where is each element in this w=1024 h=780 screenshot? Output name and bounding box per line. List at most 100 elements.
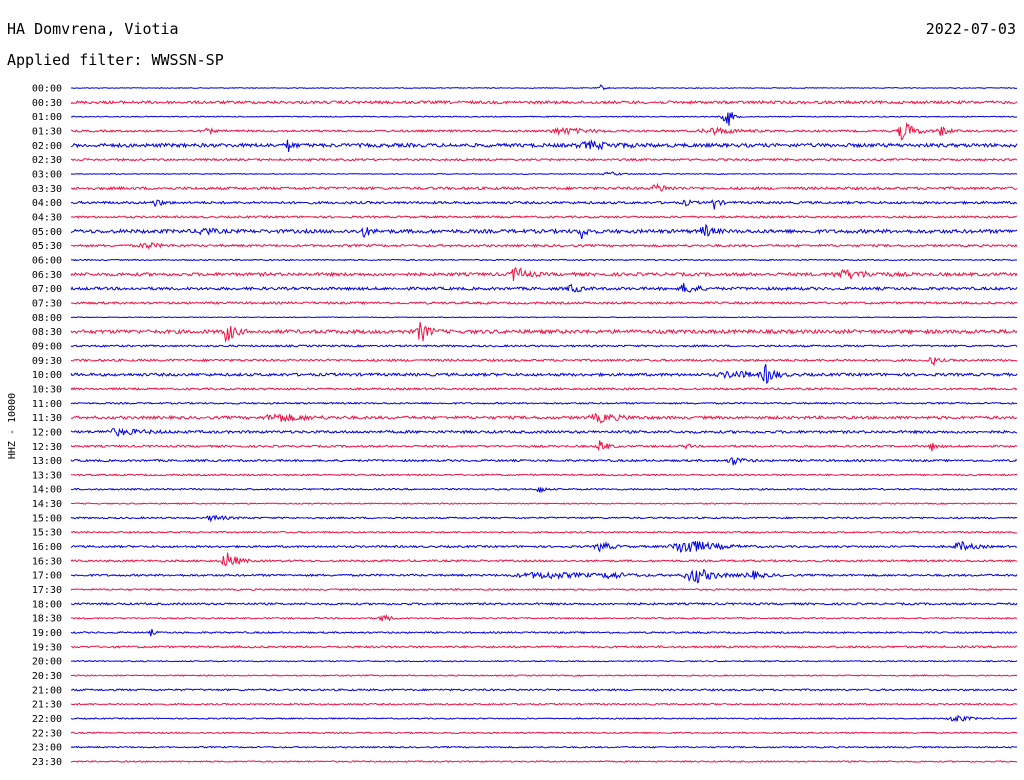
trace-line (70, 258, 1018, 262)
trace-line (70, 266, 1018, 282)
row-time-label: 07:00 (32, 284, 62, 295)
trace-line (70, 401, 1018, 405)
trace-line (70, 613, 1018, 622)
row-time-label: 08:30 (32, 327, 62, 338)
trace-line (70, 473, 1018, 477)
trace-line (70, 457, 1018, 466)
trace-line (70, 745, 1018, 749)
trace-line (70, 321, 1018, 343)
station-title: HA Domvrena, Viotia (7, 20, 179, 38)
trace-line (70, 157, 1018, 162)
row-time-label: 12:00 (32, 427, 62, 438)
trace-line (70, 628, 1018, 637)
row-time-label: 12:30 (32, 442, 62, 453)
trace-line (70, 357, 1018, 367)
trace-line (70, 530, 1018, 534)
trace-line (70, 223, 1018, 240)
row-time-label: 20:30 (32, 671, 62, 682)
row-time-label: 04:30 (32, 212, 62, 223)
row-time-label: 23:30 (32, 757, 62, 768)
row-time-label: 03:00 (32, 169, 62, 180)
trace-line (70, 112, 1018, 126)
trace-line (70, 99, 1018, 105)
trace-line (70, 688, 1018, 692)
trace-line (70, 502, 1018, 505)
trace-line (70, 199, 1018, 210)
trace-line (70, 386, 1018, 391)
trace-line (70, 364, 1018, 385)
trace-line (70, 427, 1018, 437)
trace-line (70, 241, 1018, 250)
row-time-label: 14:30 (32, 499, 62, 510)
row-time-label: 01:30 (32, 126, 62, 137)
row-time-label: 19:30 (32, 642, 62, 653)
row-time-label: 02:30 (32, 155, 62, 166)
row-time-label: 09:00 (32, 341, 62, 352)
row-time-label: 21:00 (32, 685, 62, 696)
trace-line (70, 215, 1018, 219)
trace-line (70, 282, 1018, 293)
trace-line (70, 300, 1018, 306)
row-time-label: 08:00 (32, 313, 62, 324)
row-time-label: 10:30 (32, 384, 62, 395)
trace-line (70, 731, 1018, 735)
row-time-label: 04:00 (32, 198, 62, 209)
row-time-label: 11:30 (32, 413, 62, 424)
row-time-label: 00:30 (32, 98, 62, 109)
trace-line (70, 122, 1018, 141)
date-label: 2022-07-03 (925, 20, 1016, 38)
row-time-label: 06:30 (32, 270, 62, 281)
trace-line (70, 568, 1018, 584)
row-time-label: 16:30 (32, 556, 62, 567)
row-time-label: 05:00 (32, 227, 62, 238)
row-time-label: 15:30 (32, 528, 62, 539)
row-time-label: 06:00 (32, 255, 62, 266)
trace-line (70, 702, 1018, 706)
trace-line (70, 552, 1018, 567)
trace-line (70, 316, 1018, 319)
trace-line (70, 601, 1018, 606)
row-time-label: 22:30 (32, 728, 62, 739)
row-time-label: 14:00 (32, 485, 62, 496)
row-time-label: 11:00 (32, 399, 62, 410)
trace-line (70, 714, 1018, 722)
row-time-label: 18:30 (32, 614, 62, 625)
trace-line (70, 84, 1018, 91)
trace-line (70, 540, 1018, 553)
trace-line (70, 440, 1018, 452)
row-time-label: 13:30 (32, 470, 62, 481)
row-time-label: 17:00 (32, 571, 62, 582)
row-time-label: 21:30 (32, 700, 62, 711)
row-time-label: 16:00 (32, 542, 62, 553)
trace-line (70, 182, 1018, 192)
trace-line (70, 486, 1018, 494)
trace-line (70, 760, 1018, 763)
row-time-label: 20:00 (32, 657, 62, 668)
trace-line (70, 674, 1018, 677)
trace-line (70, 139, 1018, 152)
trace-line (70, 645, 1018, 649)
row-time-label: 03:30 (32, 184, 62, 195)
trace-line (70, 659, 1018, 663)
row-time-label: 05:30 (32, 241, 62, 252)
filter-label: Applied filter: WWSSN-SP (7, 51, 224, 69)
row-time-label: 07:30 (32, 298, 62, 309)
row-time-label: 22:00 (32, 714, 62, 725)
row-time-label: 02:00 (32, 141, 62, 152)
row-time-label: 09:30 (32, 356, 62, 367)
row-time-label: 17:30 (32, 585, 62, 596)
trace-line (70, 171, 1018, 176)
row-time-label: 19:00 (32, 628, 62, 639)
y-axis-label: HHZ - 10000 (7, 393, 18, 459)
row-time-label: 13:00 (32, 456, 62, 467)
trace-line (70, 412, 1018, 424)
row-time-label: 15:00 (32, 513, 62, 524)
row-time-label: 10:00 (32, 370, 62, 381)
row-time-label: 23:00 (32, 743, 62, 754)
trace-line (70, 587, 1018, 592)
trace-line (70, 514, 1018, 523)
row-time-label: 00:00 (32, 84, 62, 95)
trace-line (70, 344, 1018, 348)
row-time-label: 01:00 (32, 112, 62, 123)
